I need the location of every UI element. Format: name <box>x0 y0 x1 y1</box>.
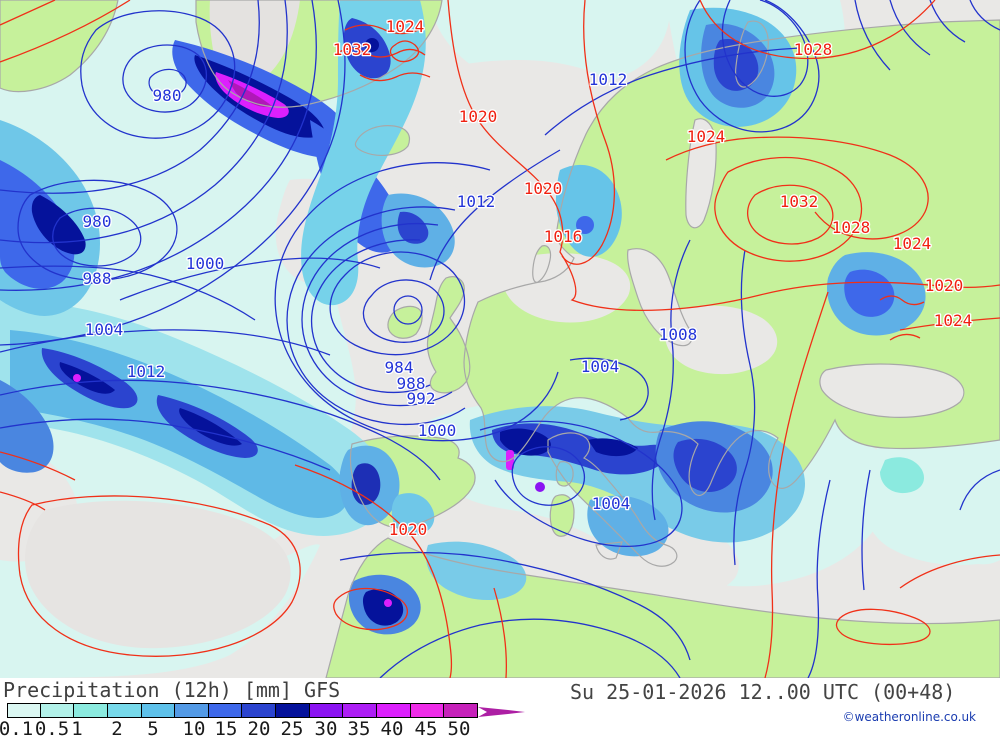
legend-segment <box>444 703 478 718</box>
weather-map: 980 980 988 1000 1004 1012 984 988 992 1000 1012 10… <box>0 0 1000 678</box>
isobar-label-1004: 1004 <box>581 357 620 376</box>
isobar-label-1008: 1008 <box>659 325 698 344</box>
legend-tick: 50 <box>447 718 471 740</box>
isobar-label-984: 984 <box>385 358 414 377</box>
isobar-label-1028: 1028 <box>832 218 871 237</box>
isobar-label-1032: 1032 <box>333 40 372 59</box>
precipitation-heavy-layer <box>0 0 926 635</box>
chart-title: Precipitation (12h) [mm] GFS <box>3 678 341 702</box>
legend-footer: Precipitation (12h) [mm] GFS Su 25-01-20… <box>0 678 1000 740</box>
forecast-datetime: Su 25-01-2026 12..00 UTC (00+48) <box>570 680 956 704</box>
legend-segment <box>74 703 108 718</box>
copyright-link[interactable]: ©weatheronline.co.uk <box>842 710 976 724</box>
legend-segment <box>242 703 277 718</box>
legend-segment <box>141 703 176 718</box>
isobar-label-1024: 1024 <box>386 17 425 36</box>
legend-overflow-arrow-icon <box>478 707 525 717</box>
legend-tick: 1 <box>71 718 83 740</box>
isobar-label-992: 992 <box>407 389 436 408</box>
legend-segment <box>40 703 75 718</box>
isobar-red-layer <box>0 0 1000 678</box>
isobar-label-1024: 1024 <box>893 234 932 253</box>
isobar-label-980: 980 <box>83 212 112 231</box>
isobar-label-988: 988 <box>397 374 426 393</box>
isobar-label-1020: 1020 <box>389 520 428 539</box>
isobar-label-1020: 1020 <box>524 179 563 198</box>
isobar-label-1000: 1000 <box>186 254 225 273</box>
isobar-label-1028: 1028 <box>794 40 833 59</box>
legend-tick-labels: 0.1 0.5 1 2 5 10 15 20 25 30 35 40 45 50 <box>0 718 520 740</box>
isobar-label-1032: 1032 <box>780 192 819 211</box>
legend-segment <box>175 703 209 718</box>
legend-segment <box>410 703 445 718</box>
isobar-blue-layer <box>0 0 1000 678</box>
isobar-label-1000: 1000 <box>418 421 457 440</box>
isobar-label-988: 988 <box>83 269 112 288</box>
isobar-label-1024: 1024 <box>687 127 726 146</box>
isobar-label-1004: 1004 <box>592 494 631 513</box>
isobar-label-1012: 1012 <box>589 70 628 89</box>
legend-segment <box>208 703 243 718</box>
isobar-label-1004: 1004 <box>85 320 124 339</box>
legend-segment <box>309 703 344 718</box>
legend-segment <box>377 703 411 718</box>
legend-segment <box>343 703 378 718</box>
isobar-label-1024: 1024 <box>934 311 973 330</box>
legend-tick: 5 <box>147 718 159 740</box>
isobar-label-1020: 1020 <box>459 107 498 126</box>
isobar-label-1012: 1012 <box>457 192 496 211</box>
legend-segment <box>276 703 310 718</box>
legend-segment <box>107 703 142 718</box>
precipitation-legend-bar <box>7 703 478 718</box>
legend-segment <box>7 703 41 718</box>
isobar-label-1020: 1020 <box>925 276 964 295</box>
legend-tick: 2 <box>111 718 123 740</box>
isobar-label-980: 980 <box>153 86 182 105</box>
isobar-label-1016: 1016 <box>544 227 583 246</box>
isobar-label-1012: 1012 <box>127 362 166 381</box>
